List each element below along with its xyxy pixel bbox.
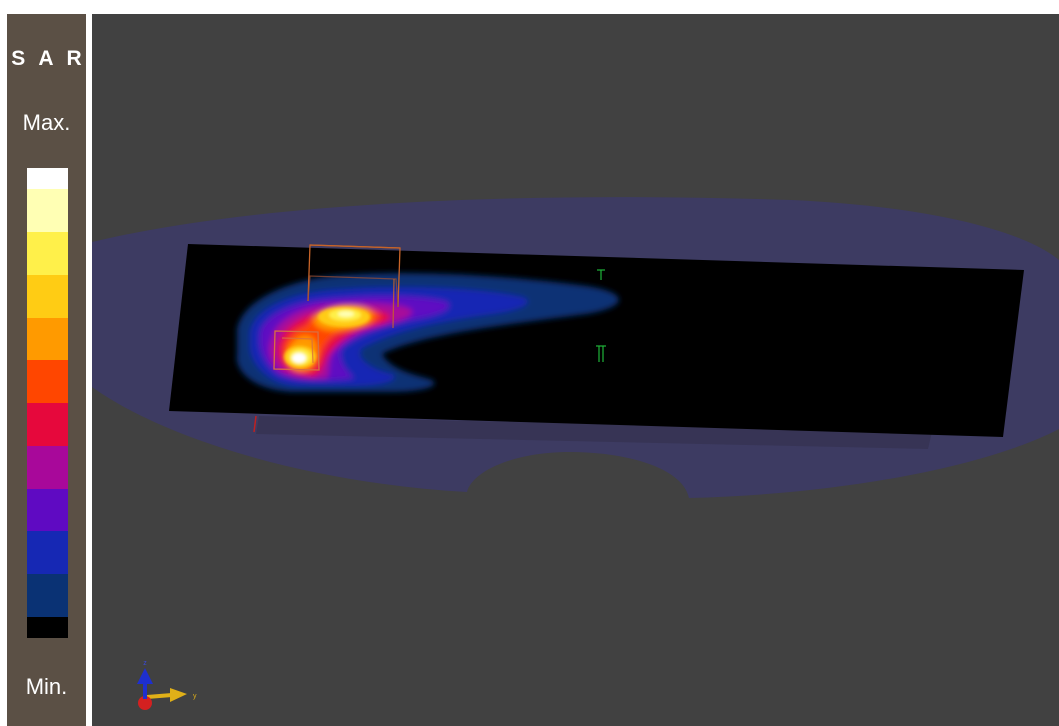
color-scale-swatch (27, 274, 68, 318)
3d-scene[interactable]: z y (92, 14, 1059, 726)
color-scale-swatch (27, 488, 68, 532)
color-scale-swatch (27, 403, 68, 446)
legend-quantity-label: S A R (11, 47, 86, 70)
3d-viewport[interactable]: z y (92, 14, 1059, 726)
sar-distribution (236, 273, 619, 392)
antenna-wireframe-lower (273, 330, 320, 371)
color-scale-swatch (27, 189, 68, 233)
color-scale-swatch (27, 360, 68, 404)
color-scale-swatch (27, 616, 68, 639)
sar-color-legend: S A R Max. Min. (7, 14, 86, 726)
legend-min-label: Min. (25, 674, 68, 699)
color-scale-swatch (27, 232, 68, 275)
legend-max-label: Max. (22, 110, 71, 135)
color-scale-swatch (27, 573, 68, 617)
color-scale-swatch (27, 317, 68, 361)
antenna-wireframe-upper (307, 244, 401, 329)
phantom-lower-edge (256, 416, 932, 449)
color-scale-bar (27, 168, 68, 639)
field-markers (596, 269, 606, 362)
axis-z-label: z (143, 660, 147, 667)
axis-orientation-gizmo (137, 668, 187, 710)
color-scale-swatch (27, 531, 68, 574)
color-scale-swatch (27, 168, 68, 190)
axis-y-label: y (193, 693, 197, 700)
color-scale-swatch (27, 445, 68, 489)
phantom-edge-marker (253, 415, 257, 433)
